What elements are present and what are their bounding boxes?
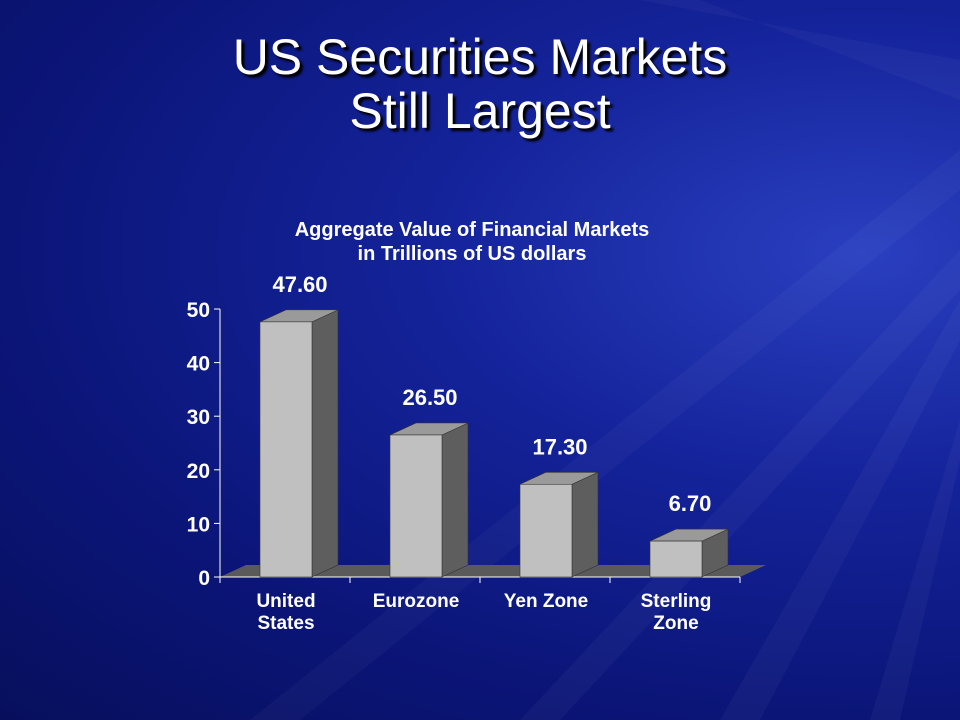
y-tick-label: 10 bbox=[187, 513, 210, 536]
x-category-label: Zone bbox=[653, 613, 698, 634]
y-tick-label: 20 bbox=[187, 460, 210, 483]
bar bbox=[389, 434, 443, 578]
chart-title-line: in Trillions of US dollars bbox=[358, 243, 587, 265]
bar-side bbox=[311, 309, 339, 578]
bar-side bbox=[441, 422, 469, 578]
chart-title-line: Aggregate Value of Financial Markets bbox=[295, 219, 650, 241]
bar bbox=[519, 483, 573, 578]
slide-title-line2: Still Largest bbox=[349, 83, 611, 139]
bar bbox=[259, 321, 313, 578]
bar-side bbox=[571, 471, 599, 578]
y-tick-label: 0 bbox=[198, 567, 210, 590]
x-category-label: States bbox=[257, 613, 314, 634]
y-tick-label: 50 bbox=[187, 299, 210, 322]
data-label: 6.70 bbox=[669, 491, 712, 516]
slide-title: US Securities Markets Still Largest bbox=[0, 30, 960, 138]
bar bbox=[649, 540, 703, 578]
slide-title-line1: US Securities Markets bbox=[232, 29, 728, 85]
data-label: 17.30 bbox=[532, 434, 587, 459]
x-category-label: United bbox=[256, 591, 315, 612]
y-tick-label: 40 bbox=[187, 353, 210, 376]
y-tick-label: 30 bbox=[187, 406, 210, 429]
x-category-label: Eurozone bbox=[373, 591, 460, 612]
x-category-label: Yen Zone bbox=[504, 591, 588, 612]
chart-floor bbox=[220, 565, 766, 577]
data-label: 26.50 bbox=[402, 385, 457, 410]
data-label: 47.60 bbox=[272, 272, 327, 297]
x-category-label: Sterling bbox=[641, 591, 712, 612]
